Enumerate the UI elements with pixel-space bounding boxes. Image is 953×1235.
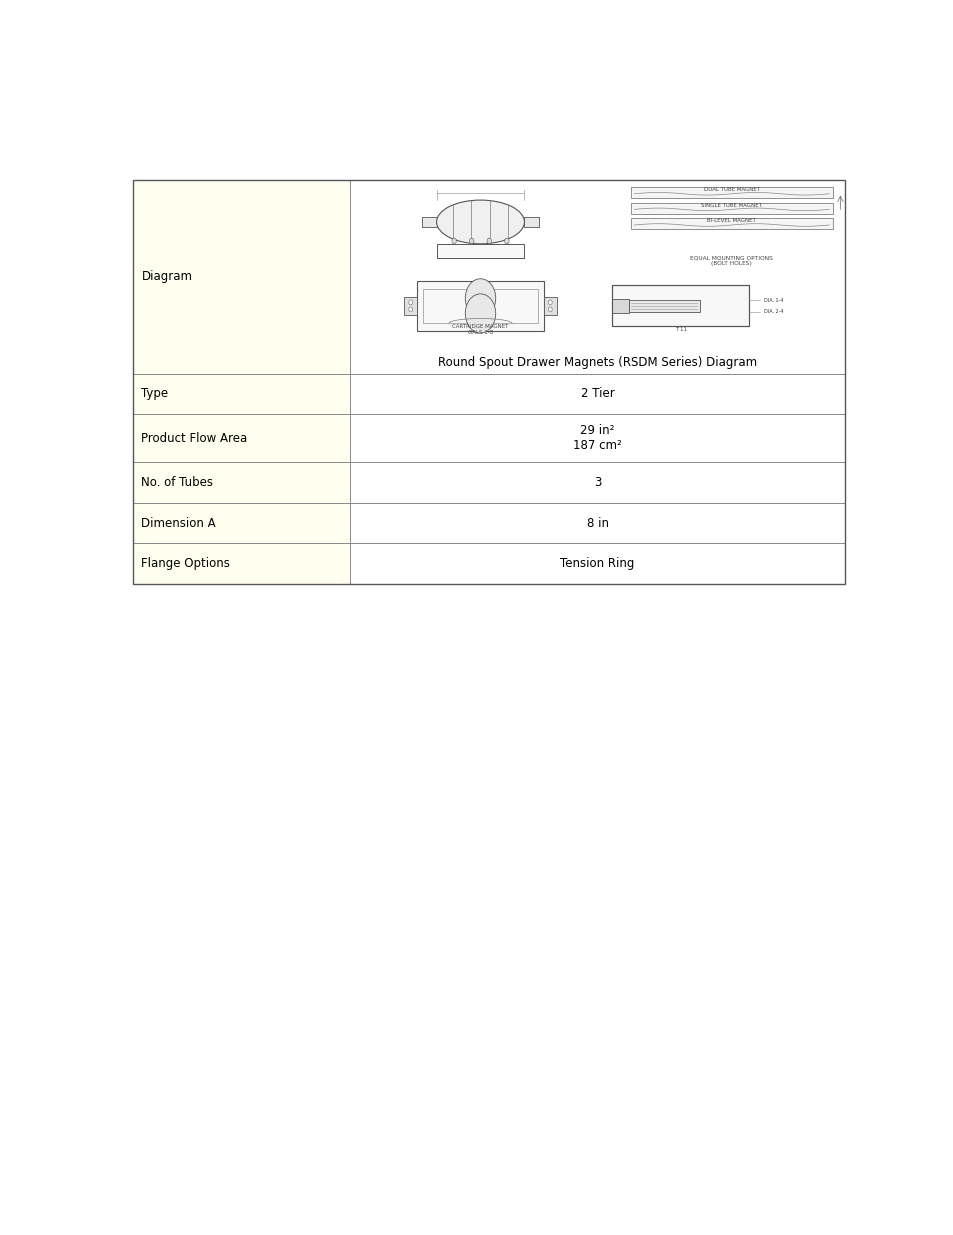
Circle shape: [548, 308, 552, 312]
Bar: [436, 243, 524, 258]
Text: 3: 3: [594, 477, 600, 489]
Text: 29 in²
187 cm²: 29 in² 187 cm²: [573, 425, 621, 452]
Circle shape: [452, 238, 456, 243]
Bar: [543, 298, 556, 315]
Text: SINGLE TUBE MAGNET: SINGLE TUBE MAGNET: [700, 203, 761, 207]
Text: DIA. 1-4: DIA. 1-4: [762, 298, 782, 303]
Bar: [612, 285, 748, 326]
Circle shape: [504, 238, 509, 243]
Bar: [612, 299, 628, 312]
Text: Tension Ring: Tension Ring: [559, 557, 634, 571]
Bar: [350, 373, 844, 414]
Text: Product Flow Area: Product Flow Area: [141, 432, 248, 445]
Text: Dimension A: Dimension A: [141, 516, 215, 530]
Bar: [524, 217, 538, 227]
Text: DIA. 2-4: DIA. 2-4: [762, 309, 782, 314]
Bar: [423, 289, 537, 324]
Bar: [132, 462, 350, 503]
Text: 2 Tier: 2 Tier: [580, 388, 614, 400]
Text: EQUAL MOUNTING OPTIONS
(BOLT HOLES): EQUAL MOUNTING OPTIONS (BOLT HOLES): [690, 256, 773, 266]
Circle shape: [465, 294, 496, 333]
Bar: [132, 179, 844, 584]
Circle shape: [487, 238, 491, 243]
Text: Type: Type: [141, 388, 169, 400]
Text: Diagram: Diagram: [141, 270, 193, 283]
Bar: [630, 188, 832, 198]
Bar: [350, 462, 844, 503]
Bar: [132, 414, 350, 462]
Bar: [630, 219, 832, 230]
Ellipse shape: [436, 200, 524, 243]
Text: Round Spout Drawer Magnets (RSDM Series) Diagram: Round Spout Drawer Magnets (RSDM Series)…: [437, 356, 757, 369]
Text: BI-LEVEL MAGNET: BI-LEVEL MAGNET: [707, 219, 756, 224]
Bar: [612, 285, 748, 326]
Text: No. of Tubes: No. of Tubes: [141, 477, 213, 489]
Bar: [628, 300, 699, 311]
Circle shape: [548, 300, 552, 305]
Bar: [350, 179, 844, 373]
Text: CARTRIDGE MAGNET
GALS 1-8: CARTRIDGE MAGNET GALS 1-8: [452, 325, 508, 335]
Bar: [132, 373, 350, 414]
Circle shape: [409, 308, 413, 312]
Text: 8 in: 8 in: [586, 516, 608, 530]
Bar: [416, 280, 543, 331]
Circle shape: [409, 300, 413, 305]
Bar: [350, 414, 844, 462]
Circle shape: [469, 238, 474, 243]
Text: T 11: T 11: [674, 327, 686, 332]
Bar: [404, 298, 416, 315]
Bar: [630, 203, 832, 214]
Text: DUAL TUBE MAGNET: DUAL TUBE MAGNET: [703, 186, 759, 191]
Circle shape: [465, 279, 496, 317]
Bar: [132, 503, 350, 543]
Text: Flange Options: Flange Options: [141, 557, 230, 571]
Bar: [421, 217, 436, 227]
Bar: [350, 503, 844, 543]
Bar: [132, 543, 350, 584]
Bar: [132, 179, 350, 373]
Bar: [350, 543, 844, 584]
